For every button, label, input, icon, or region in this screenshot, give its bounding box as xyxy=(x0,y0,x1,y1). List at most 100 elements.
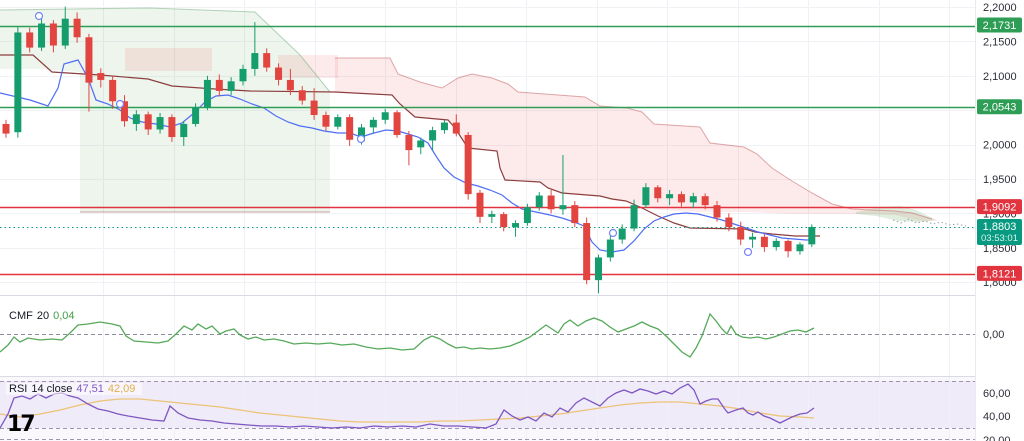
candle-body-up xyxy=(251,53,259,69)
price-level-badge-bg xyxy=(977,199,1022,215)
candle-body-down xyxy=(144,114,152,130)
cmf-tick-label: 0,00 xyxy=(983,329,1004,341)
candle xyxy=(512,220,520,237)
candle xyxy=(618,224,626,244)
candle-body-down xyxy=(737,227,745,240)
candle xyxy=(49,20,57,53)
candle-body-down xyxy=(500,214,508,228)
candle xyxy=(429,126,437,151)
candle-body-up xyxy=(488,214,496,217)
candle-body-down xyxy=(701,196,709,206)
chikou-span-line xyxy=(892,218,967,227)
candle-body-down xyxy=(654,187,662,199)
candle-body-up xyxy=(334,117,342,127)
candle-body-down xyxy=(476,192,484,217)
bar-marker-circle xyxy=(356,134,366,144)
rsi-indicator-label[interactable]: RSI 14 close 47,51 42,09 xyxy=(6,383,143,395)
candle xyxy=(464,132,472,200)
candle xyxy=(121,95,128,127)
rsi-tick-label: 40,00 xyxy=(983,411,1011,423)
candle xyxy=(168,114,176,142)
cmf-indicator-label[interactable]: CMF 20 0,04 xyxy=(6,310,82,322)
candle xyxy=(713,201,721,222)
candle xyxy=(666,190,674,206)
candle-body-up xyxy=(14,32,22,133)
candle xyxy=(381,108,389,124)
candle-body-up xyxy=(429,130,437,141)
candle-body-up xyxy=(642,187,650,206)
price-level-badge-bg xyxy=(977,99,1022,115)
current-price-label: 1,8803 xyxy=(983,221,1017,233)
candle xyxy=(298,86,306,105)
price-level-badge[interactable]: 2,0543 xyxy=(977,99,1022,115)
candle xyxy=(310,88,318,120)
price-level-badge-label: 2,0543 xyxy=(983,102,1017,114)
candle-body-up xyxy=(595,257,602,281)
price-axis[interactable]: 2,20002,15002,10002,00001,95001,90001,85… xyxy=(975,0,1024,441)
price-level-badge-label: 2,1731 xyxy=(983,20,1017,32)
price-level-badge[interactable]: 2,1731 xyxy=(977,17,1022,33)
candle-body-down xyxy=(393,112,401,135)
candle xyxy=(14,26,22,138)
candle-body-down xyxy=(298,90,306,101)
candle xyxy=(630,199,638,232)
candle-body-up xyxy=(559,205,567,210)
candle-body-down xyxy=(85,37,93,83)
cmf-name[interactable]: CMF xyxy=(9,310,33,322)
ichimoku-cloud xyxy=(0,7,940,253)
price-tick-label: 1,8500 xyxy=(983,243,1017,255)
candle xyxy=(595,254,602,294)
candle xyxy=(132,110,140,131)
ichimoku-red-patch xyxy=(278,55,338,78)
candle xyxy=(192,103,200,127)
rsi-band-fill xyxy=(0,381,975,428)
rsi-name[interactable]: RSI xyxy=(9,383,28,395)
candle-body-up xyxy=(381,112,389,120)
bar-countdown: 03:53:01 xyxy=(981,233,1018,244)
candle xyxy=(749,232,757,248)
rsi-ma-line xyxy=(0,398,815,423)
candle-body-up xyxy=(630,205,638,229)
candle xyxy=(583,217,591,285)
candle xyxy=(559,154,567,215)
candle xyxy=(227,77,235,96)
candle-body-down xyxy=(310,100,318,116)
candle xyxy=(488,210,496,224)
candle-body-down xyxy=(346,117,354,140)
candle-body-down xyxy=(26,32,34,48)
rsi-line xyxy=(0,383,815,429)
candle xyxy=(500,212,508,232)
candle xyxy=(203,75,211,111)
price-tick-label: 2,2000 xyxy=(983,2,1017,14)
candle xyxy=(654,185,662,203)
price-level-badge[interactable]: 1,9092 xyxy=(977,199,1022,215)
candle-body-down xyxy=(97,73,105,80)
candle xyxy=(85,33,93,112)
price-level-badge[interactable]: 1,8121 xyxy=(977,265,1022,281)
ichimoku-green-cloud xyxy=(0,8,330,212)
bar-marker-circle xyxy=(115,99,125,109)
candle xyxy=(796,242,804,255)
candle xyxy=(251,22,259,76)
candle xyxy=(642,183,650,208)
candle xyxy=(38,16,46,52)
tradingview-logo-text: 17 xyxy=(7,412,36,437)
price-level-badge-bg xyxy=(977,17,1022,33)
candle-body-up xyxy=(772,240,780,248)
tradingview-logo[interactable]: 17 xyxy=(7,412,36,437)
candle-body-up xyxy=(227,81,235,91)
candle-body-down xyxy=(215,79,223,91)
candle xyxy=(239,64,247,86)
candle xyxy=(369,117,377,134)
candle xyxy=(61,6,69,49)
candle-body-down xyxy=(452,122,460,134)
candle xyxy=(405,130,413,166)
candle-body-down xyxy=(73,18,81,38)
candle-body-up xyxy=(523,207,531,224)
candle xyxy=(275,63,283,86)
rsi-tick-label: 60,00 xyxy=(983,388,1011,400)
candle-body-down xyxy=(121,101,128,122)
